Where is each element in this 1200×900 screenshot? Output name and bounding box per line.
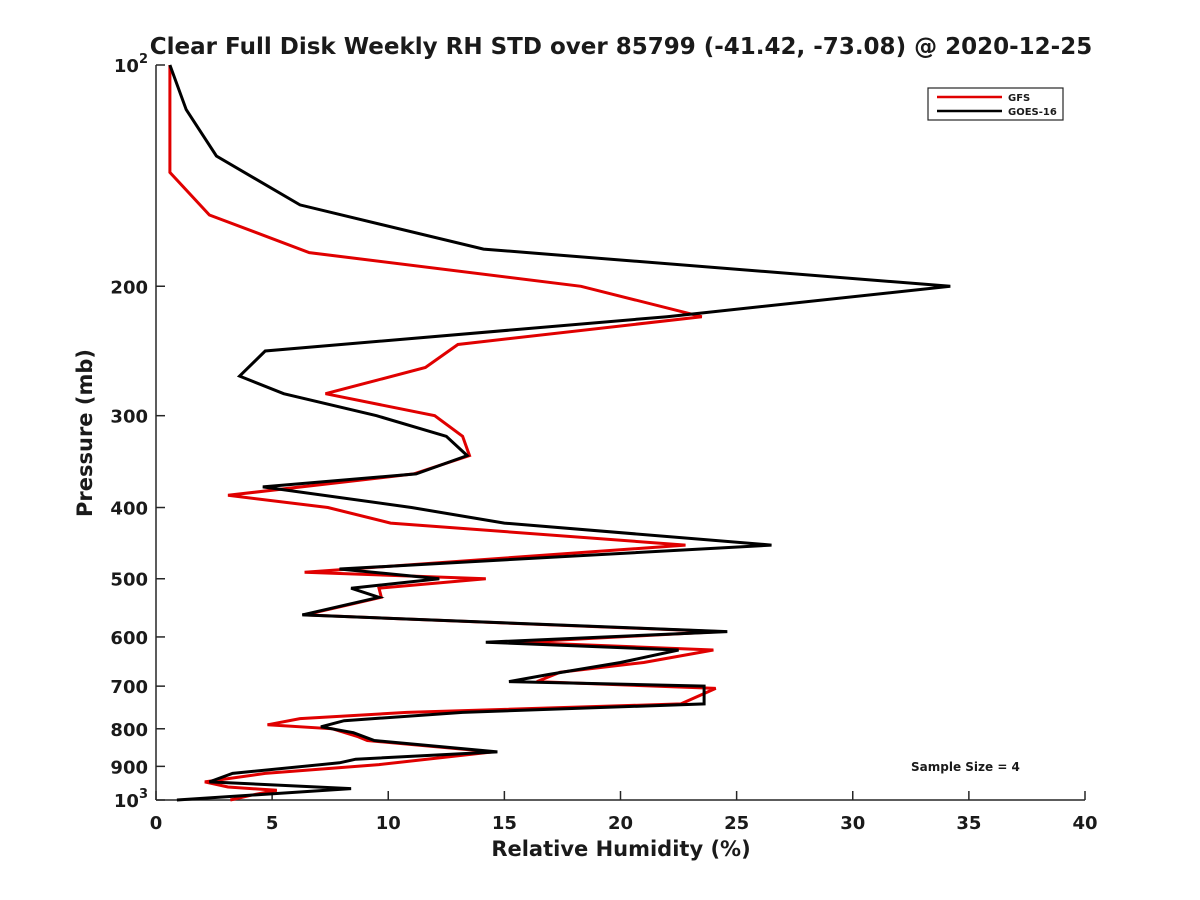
x-tick-label: 10 <box>376 813 401 834</box>
chart-title: Clear Full Disk Weekly RH STD over 85799… <box>150 34 1092 60</box>
legend: GFS GOES-16 <box>927 87 1064 121</box>
sample-size-annotation: Sample Size = 4 <box>911 760 1020 774</box>
y-tick-label: 500 <box>110 570 148 591</box>
y-tick-label: 400 <box>110 499 148 520</box>
x-tick-label: 35 <box>956 813 981 834</box>
plot-area: 0 5 10 15 20 25 30 35 40 102 200 300 400 500 600 700 800… <box>110 52 1097 834</box>
x-tick-label: 40 <box>1072 813 1097 834</box>
y-tick-label: 600 <box>110 628 148 649</box>
series-line-goes-16 <box>168 64 951 802</box>
x-tick-label: 30 <box>840 813 865 834</box>
y-tick-label: 900 <box>110 757 148 778</box>
y-axis-label: Pressure (mb) <box>73 349 97 517</box>
y-tick-label: 800 <box>110 720 148 741</box>
series-line-gfs <box>168 65 721 802</box>
legend-label: GOES-16 <box>1008 107 1057 118</box>
legend-label: GFS <box>1008 93 1030 104</box>
y-tick-label: 200 <box>110 277 148 298</box>
y-tick-label: 103 <box>114 787 148 812</box>
x-axis-label: Relative Humidity (%) <box>491 837 750 861</box>
legend-box <box>927 87 1064 121</box>
y-tick-label: 700 <box>110 677 148 698</box>
x-tick-label: 15 <box>492 813 517 834</box>
x-tick-label: 5 <box>266 813 279 834</box>
x-tick-label: 0 <box>150 813 163 834</box>
y-tick-label: 300 <box>110 407 148 428</box>
x-tick-label: 20 <box>608 813 633 834</box>
x-tick-label: 25 <box>724 813 749 834</box>
y-tick-label: 102 <box>114 52 148 77</box>
